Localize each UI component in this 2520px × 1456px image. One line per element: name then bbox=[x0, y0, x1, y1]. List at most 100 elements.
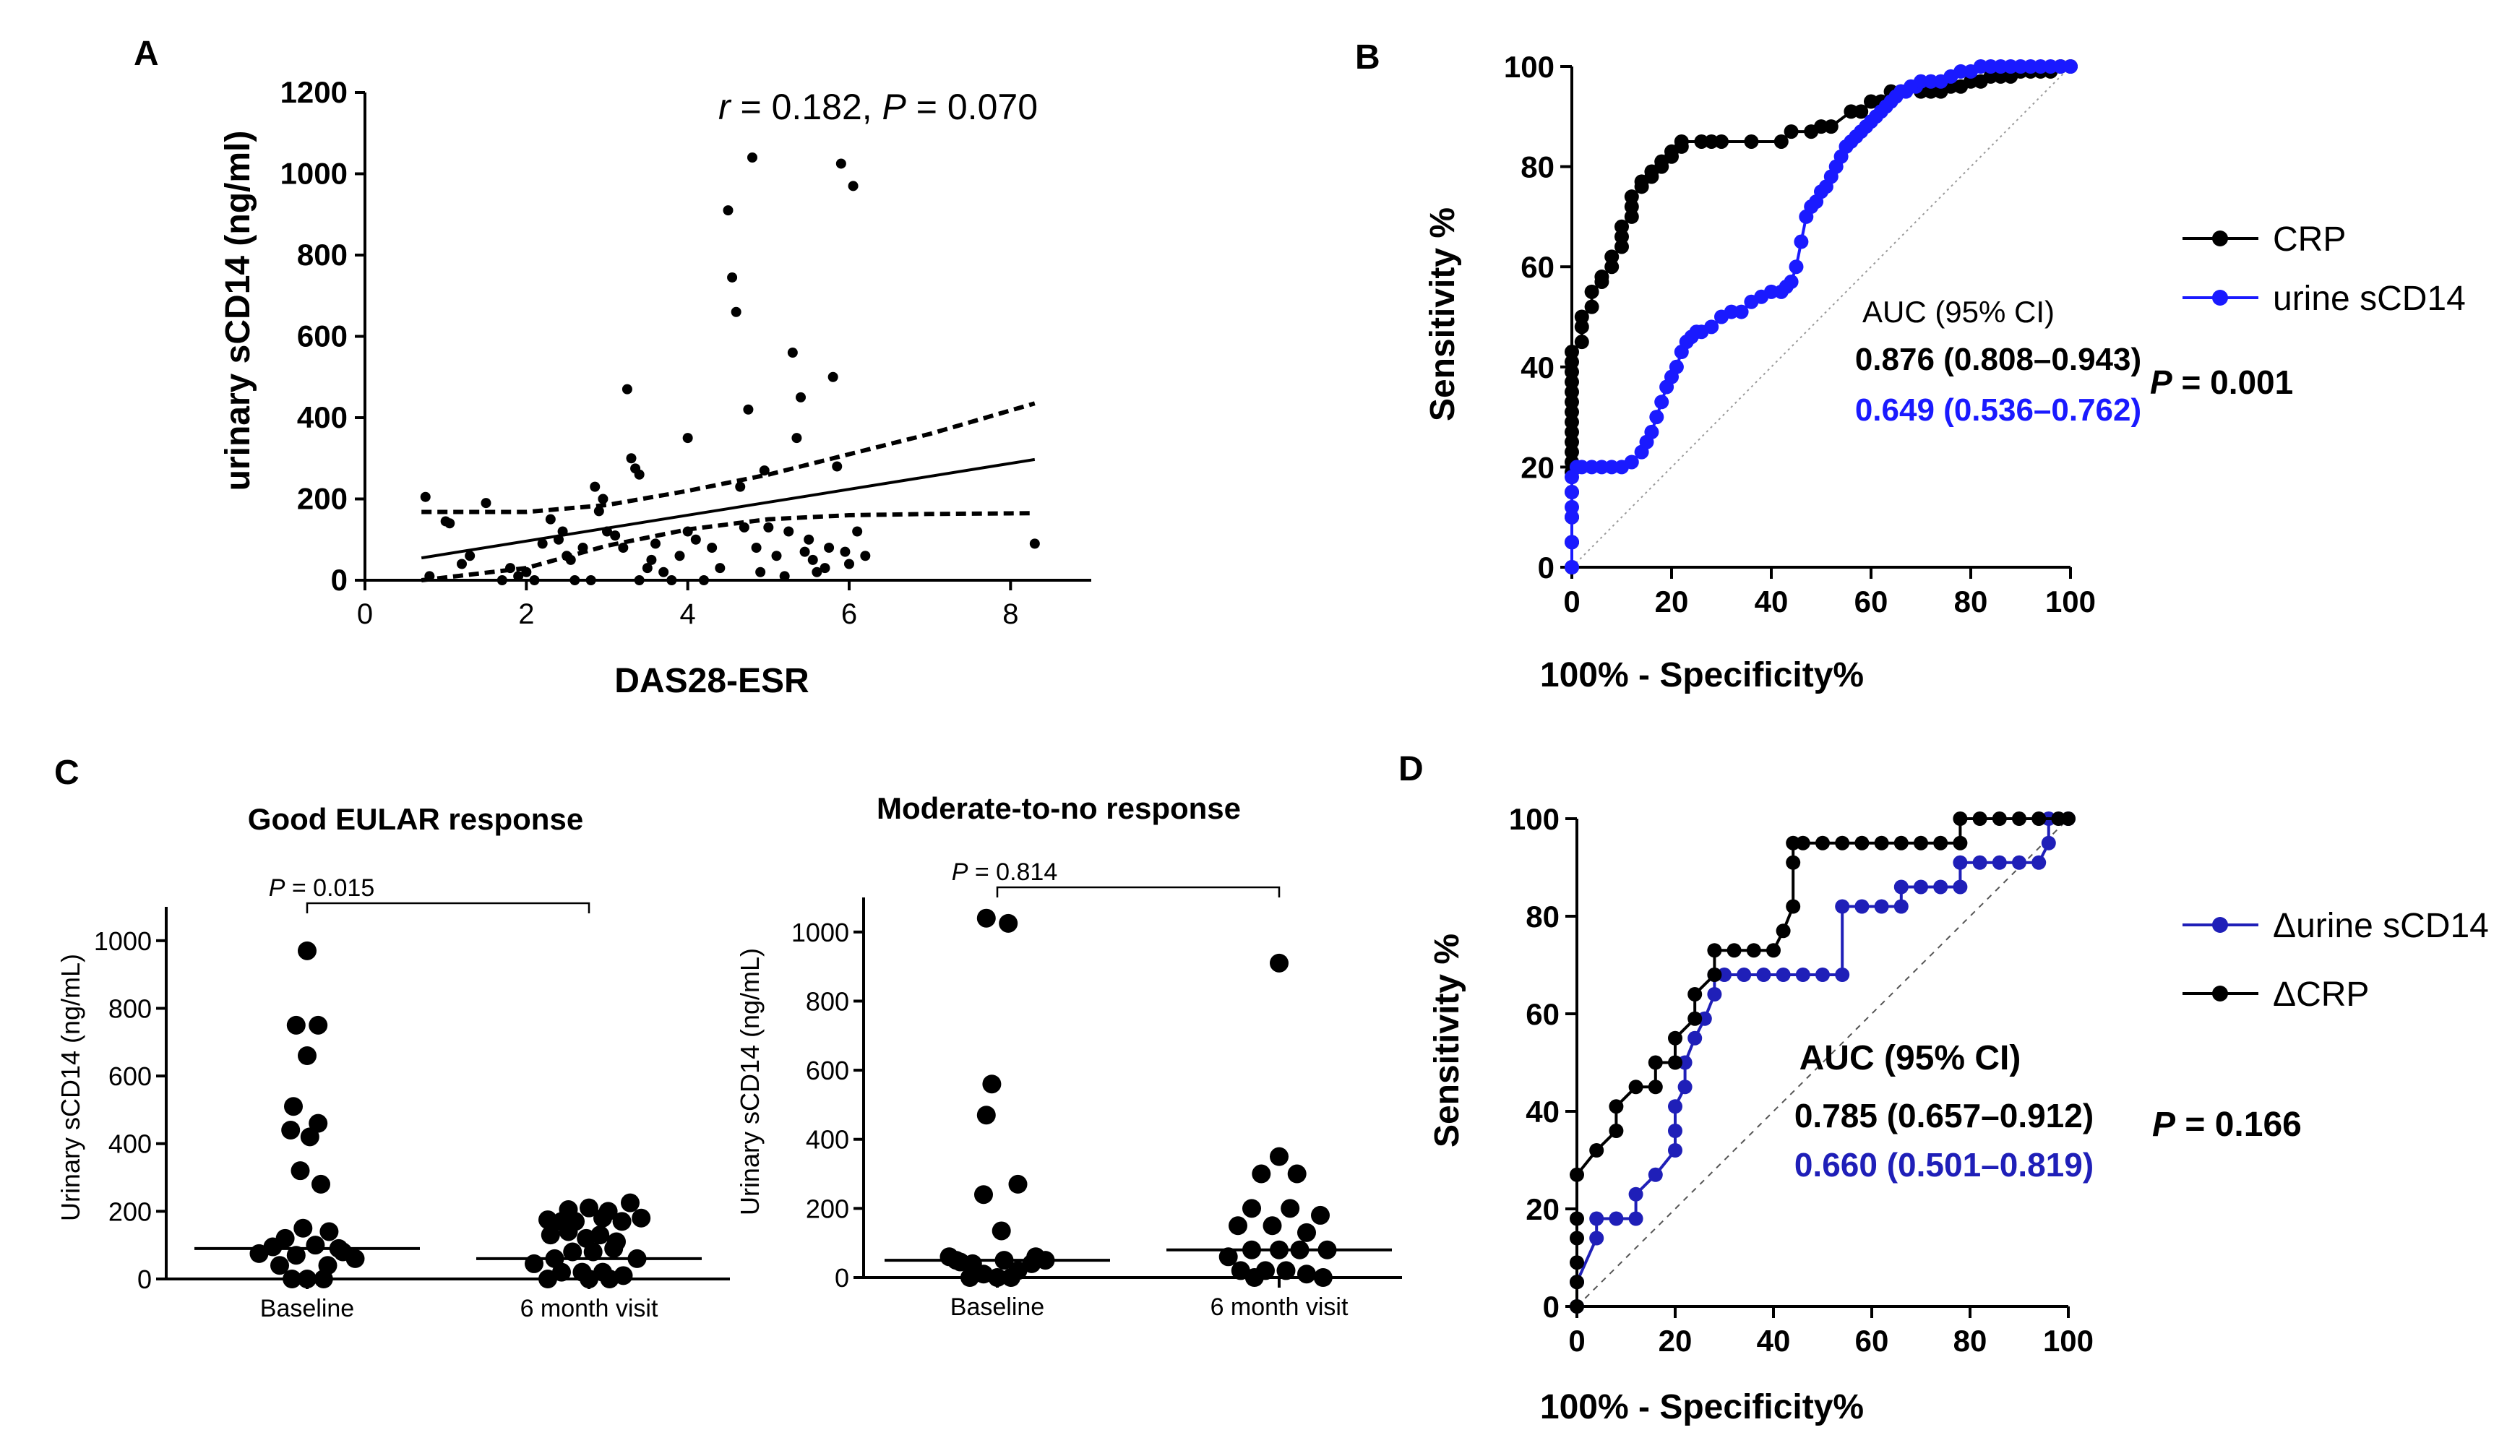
d-point--crp bbox=[1786, 855, 1801, 870]
a-data-point bbox=[804, 534, 814, 545]
b-point-crp bbox=[1983, 69, 1998, 84]
c2-point-6month bbox=[1252, 1164, 1271, 1184]
b-point-crp bbox=[1854, 104, 1869, 119]
panel-letter-b: B bbox=[1355, 38, 1380, 77]
d-point--urine-scd14 bbox=[1776, 968, 1791, 982]
d-point--crp bbox=[1707, 968, 1722, 982]
b-point-urine-scd14 bbox=[1649, 410, 1664, 425]
c2-point-baseline bbox=[982, 1074, 1002, 1094]
c2-point-6month bbox=[1270, 1147, 1289, 1166]
c1-point-baseline bbox=[291, 1161, 310, 1181]
a-data-point bbox=[618, 543, 629, 553]
c1-point-baseline bbox=[286, 1015, 306, 1035]
d-legend: Δurine sCD14 ΔCRP bbox=[2183, 907, 2489, 1014]
c2-point-baseline bbox=[960, 1268, 979, 1287]
a-y-axis-title: urinary sCD14 (ng/ml) bbox=[219, 131, 257, 491]
a-data-point bbox=[585, 575, 596, 585]
c2-point-6month bbox=[1281, 1199, 1300, 1218]
b-point-crp bbox=[1594, 270, 1609, 285]
a-data-point bbox=[593, 506, 604, 517]
a-data-point bbox=[807, 554, 818, 565]
d-legend-marker-sCD14 bbox=[2212, 917, 2228, 933]
b-point-urine-scd14 bbox=[1704, 319, 1719, 335]
b-x-axis-title: 100% - Specificity% bbox=[1540, 656, 1864, 694]
d-point--crp bbox=[1953, 835, 1968, 850]
d-point--crp bbox=[1570, 1231, 1584, 1246]
b-x-tick-label: 60 bbox=[1854, 585, 1888, 619]
a-data-point bbox=[424, 571, 435, 582]
b-point-crp bbox=[1574, 309, 1589, 324]
d-point--urine-scd14 bbox=[1972, 855, 1987, 870]
b-legend-marker-crp bbox=[2212, 231, 2228, 246]
a-data-point bbox=[832, 461, 843, 472]
a-data-point bbox=[545, 514, 556, 525]
b-auc-sCD14: 0.649 (0.536–0.762) bbox=[1855, 392, 2141, 428]
a-data-point bbox=[674, 551, 685, 561]
b-p-value: P = 0.001 bbox=[2150, 363, 2293, 401]
d-point--crp bbox=[1668, 1055, 1682, 1070]
d-x-tick-label: 20 bbox=[1659, 1324, 1693, 1358]
a-data-point bbox=[848, 181, 859, 191]
b-point-crp bbox=[1744, 134, 1759, 149]
c2-point-6month bbox=[1297, 1265, 1316, 1284]
a-correlation-annotation: r = 0.182, P = 0.070 bbox=[718, 87, 1038, 127]
c2-point-6month bbox=[1263, 1216, 1282, 1236]
a-x-tick-label: 2 bbox=[518, 598, 534, 630]
d-point--crp bbox=[2031, 811, 2047, 826]
d-y-tick-label: 60 bbox=[1526, 997, 1560, 1031]
c1-point-baseline bbox=[284, 1097, 303, 1116]
d-point--crp bbox=[1874, 835, 1889, 850]
c1-point-baseline bbox=[249, 1244, 269, 1263]
c1-point-baseline bbox=[298, 1270, 317, 1288]
c2-point-6month bbox=[1242, 1199, 1261, 1218]
a-data-point bbox=[598, 494, 609, 504]
c1-point-6month bbox=[583, 1242, 603, 1262]
d-point--urine-scd14 bbox=[1815, 968, 1830, 982]
d-y-tick-label: 40 bbox=[1526, 1095, 1560, 1129]
b-point-urine-scd14 bbox=[1669, 359, 1684, 374]
a-y-tick-label: 1000 bbox=[280, 157, 348, 191]
d-series-line--urine-scd14 bbox=[1575, 817, 2068, 1306]
d-point--crp bbox=[2012, 811, 2026, 826]
a-data-point bbox=[820, 563, 830, 574]
a-data-point bbox=[727, 272, 738, 283]
d-point--crp bbox=[1687, 987, 1703, 1001]
a-data-point bbox=[513, 571, 524, 582]
d-legend-label-crp: ΔCRP bbox=[2273, 975, 2369, 1014]
c1-y-tick-label: 600 bbox=[108, 1061, 152, 1091]
a-data-point bbox=[715, 563, 726, 574]
c2-point-baseline bbox=[974, 1185, 993, 1205]
b-point-urine-scd14 bbox=[1734, 304, 1749, 319]
a-x-tick-label: 6 bbox=[841, 598, 857, 630]
a-data-point bbox=[747, 152, 757, 163]
b-x-tick-label: 100 bbox=[2045, 585, 2096, 619]
a-data-point bbox=[743, 404, 754, 415]
d-point--crp bbox=[1648, 1055, 1663, 1070]
b-point-crp bbox=[1565, 345, 1579, 360]
d-point--crp bbox=[1776, 923, 1791, 939]
d-point--urine-scd14 bbox=[1835, 968, 1850, 982]
b-point-crp bbox=[1964, 74, 1978, 89]
a-ci-upper-line bbox=[421, 401, 1036, 514]
a-data-point bbox=[860, 551, 871, 561]
a-data-point bbox=[622, 384, 632, 395]
b-point-urine-scd14 bbox=[2043, 59, 2058, 74]
panel-a-scatter: A urinary sCD14 (ng/ml) DAS28-ESR r = 0.… bbox=[134, 35, 1091, 700]
b-point-crp bbox=[1614, 239, 1629, 254]
d-point--urine-scd14 bbox=[1648, 1167, 1663, 1182]
c2-point-6month bbox=[1276, 1261, 1296, 1280]
a-data-point bbox=[682, 433, 693, 444]
d-point--crp bbox=[1835, 835, 1850, 850]
a-data-point bbox=[723, 205, 734, 216]
d-point--crp bbox=[1609, 1124, 1624, 1138]
c1-point-6month bbox=[538, 1210, 557, 1230]
a-data-point bbox=[755, 567, 766, 577]
a-data-point bbox=[658, 567, 669, 577]
d-point--urine-scd14 bbox=[2031, 855, 2047, 870]
b-y-tick-label: 100 bbox=[1504, 50, 1554, 84]
a-data-point bbox=[496, 575, 507, 585]
a-regression-line bbox=[421, 457, 1036, 560]
d-auc-sCD14: 0.660 (0.501–0.819) bbox=[1794, 1146, 2094, 1184]
a-data-point bbox=[646, 554, 657, 565]
